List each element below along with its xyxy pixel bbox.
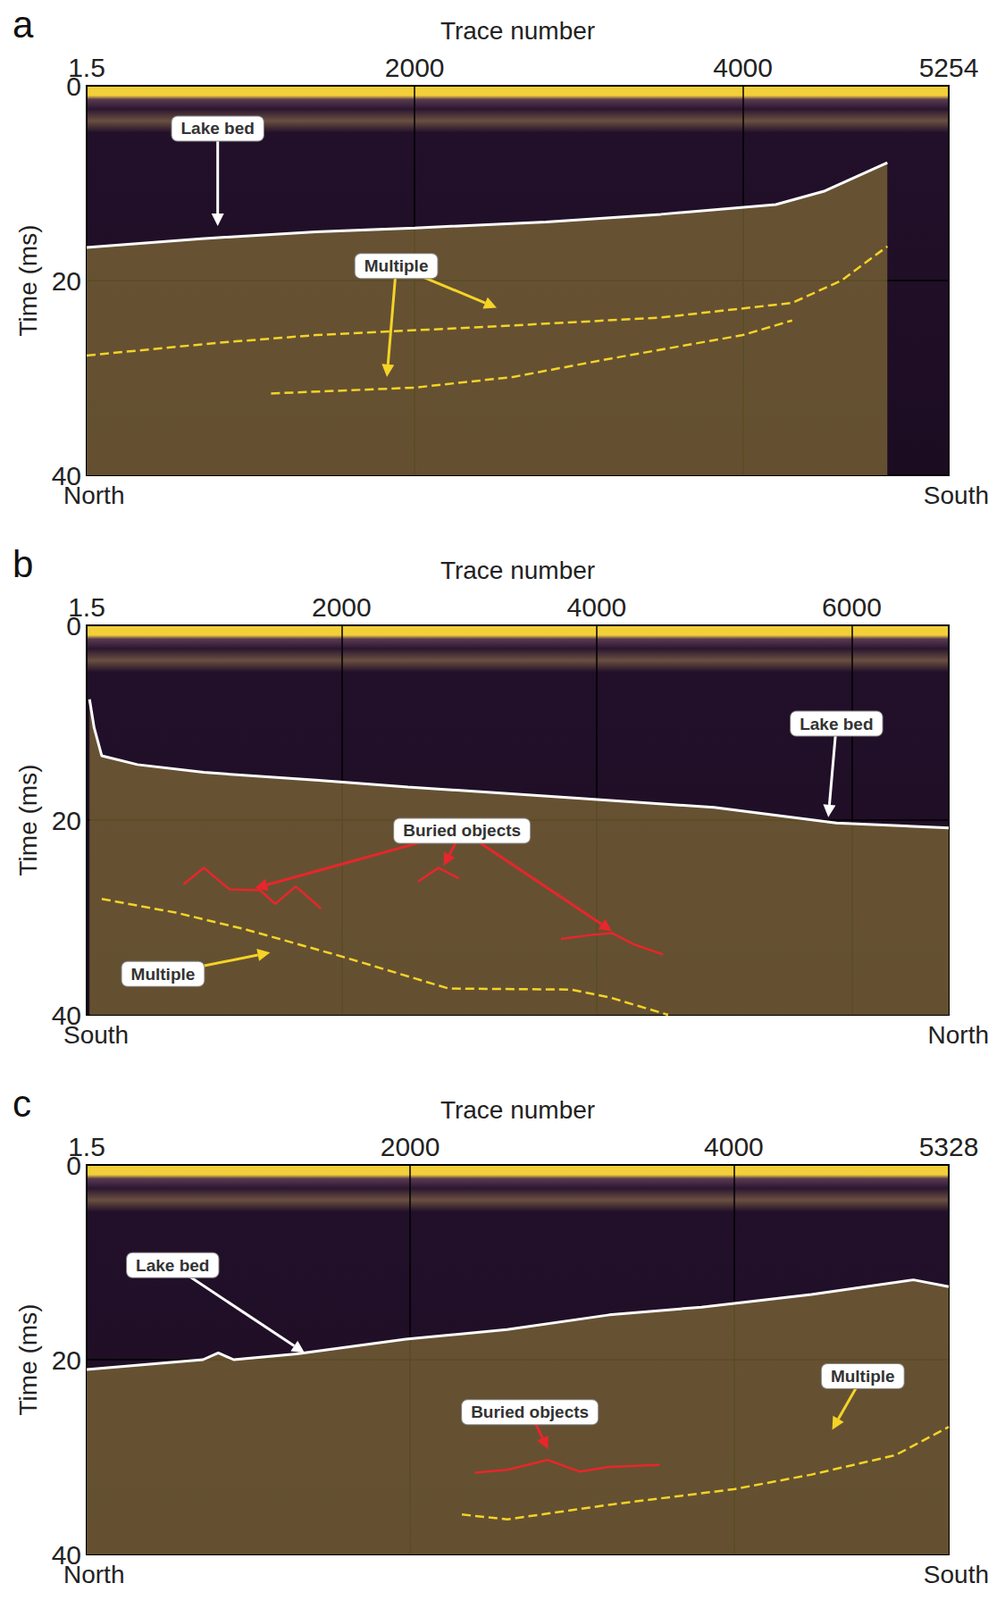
svg-text:Trace number: Trace number <box>440 1096 595 1124</box>
svg-text:Lake bed: Lake bed <box>799 714 873 734</box>
svg-text:0: 0 <box>66 610 82 641</box>
svg-text:6000: 6000 <box>821 592 882 622</box>
svg-text:1.5: 1.5 <box>67 52 106 83</box>
svg-text:5328: 5328 <box>919 1131 980 1162</box>
svg-text:1.5: 1.5 <box>67 1131 106 1162</box>
svg-text:a: a <box>12 3 34 46</box>
svg-text:Trace number: Trace number <box>440 16 595 45</box>
svg-text:Trace number: Trace number <box>440 556 595 585</box>
svg-text:0: 0 <box>66 71 82 101</box>
svg-text:20: 20 <box>51 1345 82 1375</box>
svg-text:North: North <box>63 481 125 510</box>
svg-text:Multiple: Multiple <box>830 1366 896 1386</box>
svg-text:South: South <box>923 481 989 510</box>
svg-text:Multiple: Multiple <box>131 964 196 984</box>
svg-text:40: 40 <box>51 460 82 490</box>
svg-text:Time (ms): Time (ms) <box>14 225 42 337</box>
svg-text:4000: 4000 <box>712 52 773 83</box>
svg-text:Buried objects: Buried objects <box>470 1402 589 1422</box>
svg-text:20: 20 <box>51 805 82 836</box>
svg-text:5254: 5254 <box>919 52 980 83</box>
svg-text:1.5: 1.5 <box>67 592 106 622</box>
svg-text:Lake bed: Lake bed <box>181 118 255 138</box>
svg-text:c: c <box>12 1082 32 1125</box>
svg-text:2000: 2000 <box>380 1131 441 1162</box>
svg-text:Lake bed: Lake bed <box>135 1256 210 1275</box>
svg-text:40: 40 <box>51 1539 82 1570</box>
svg-text:0: 0 <box>66 1150 82 1180</box>
svg-text:2000: 2000 <box>385 52 445 83</box>
svg-text:South: South <box>923 1560 989 1589</box>
svg-text:b: b <box>12 543 34 586</box>
svg-text:North: North <box>63 1560 125 1589</box>
svg-text:4000: 4000 <box>703 1131 764 1162</box>
svg-text:Time (ms): Time (ms) <box>14 764 42 877</box>
svg-text:Buried objects: Buried objects <box>402 820 521 840</box>
svg-text:South: South <box>63 1021 129 1049</box>
svg-text:4000: 4000 <box>567 592 628 622</box>
svg-text:North: North <box>928 1021 989 1049</box>
svg-text:20: 20 <box>51 266 82 296</box>
svg-text:2000: 2000 <box>311 592 372 622</box>
svg-text:Time (ms): Time (ms) <box>14 1304 42 1416</box>
svg-text:40: 40 <box>51 1000 82 1030</box>
svg-text:Multiple: Multiple <box>364 256 429 276</box>
